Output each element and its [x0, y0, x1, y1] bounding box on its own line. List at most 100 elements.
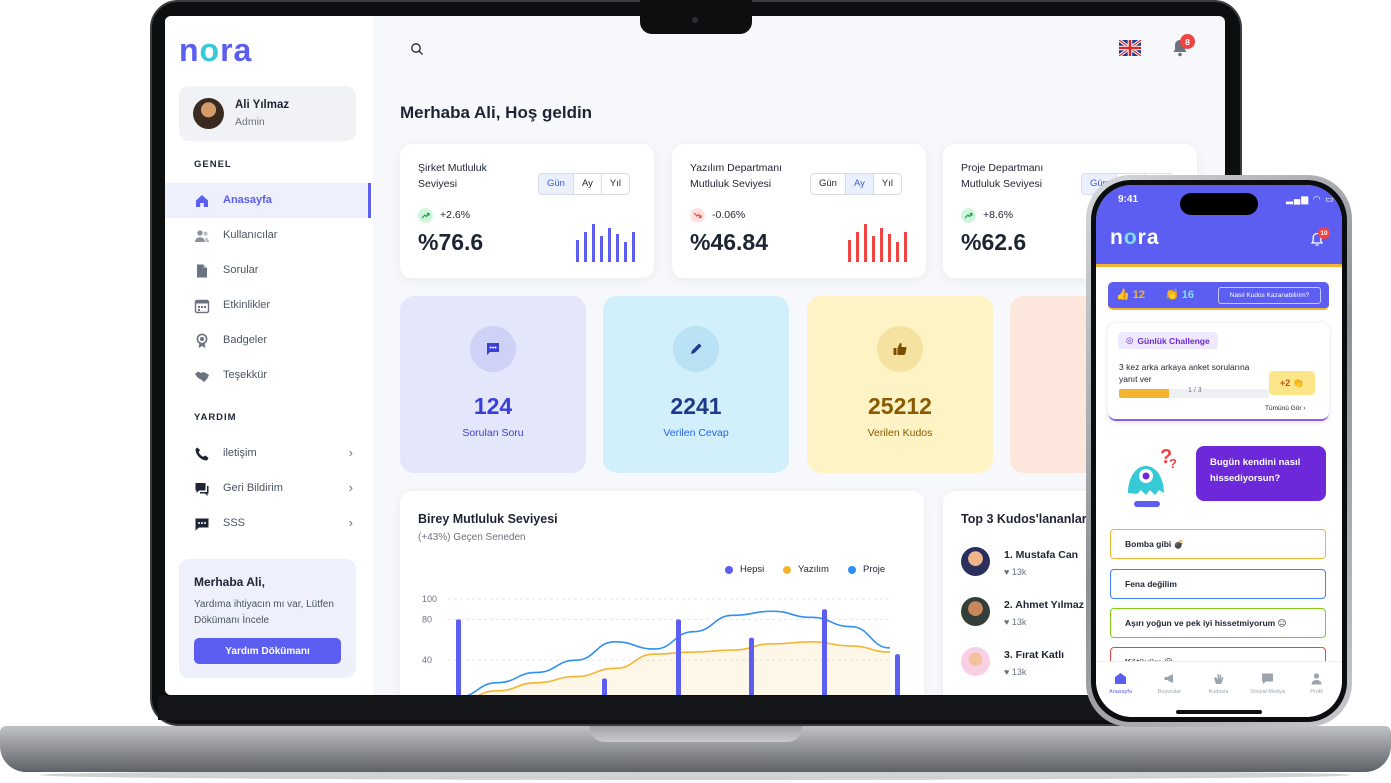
- stat-trend: +2.6%: [440, 209, 471, 221]
- kpi-card-answers[interactable]: 2241 Verilen Cevap: [603, 296, 789, 473]
- clap-icon: [1214, 674, 1224, 684]
- sidebar-item-label: Etkinlikler: [223, 299, 271, 311]
- y-tick-label: 40: [422, 655, 432, 665]
- bar-hepsi: [822, 609, 827, 695]
- pen-icon: [673, 326, 719, 372]
- avatar: [961, 647, 990, 676]
- stat-card-yazilim: Yazılım Departmanı Mutluluk Seviyesi Gün…: [672, 144, 926, 278]
- stat-title: Proje Departmanı Mutluluk Seviyesi: [961, 162, 1044, 190]
- top3-row[interactable]: 3. Fırat Katlı ♥ 13k: [961, 647, 1191, 687]
- stat-value: %62.6: [961, 229, 1027, 255]
- avatar: [961, 597, 990, 626]
- tab-anasayfa[interactable]: Anasayfa: [1096, 672, 1145, 695]
- mood-option[interactable]: Aşırı yoğun ve pek iyi hissetmiyorum 😑: [1110, 608, 1326, 638]
- svg-text:?: ?: [1160, 446, 1172, 468]
- mini-bar-chart: [848, 224, 907, 262]
- sidebar-item-anasayfa[interactable]: Anasayfa: [165, 183, 371, 218]
- top3-row[interactable]: 1. Mustafa Can ♥ 13k: [961, 547, 1191, 587]
- bar-hepsi: [676, 619, 681, 695]
- daily-challenge-card: ◎ Günlük Challenge 3 kez arka arkaya anke…: [1108, 323, 1329, 421]
- chevron-right-icon: ›: [348, 480, 353, 495]
- search-icon[interactable]: [410, 42, 424, 56]
- app-logo[interactable]: nora: [179, 32, 252, 69]
- phone-logo[interactable]: nora: [1110, 226, 1160, 250]
- top3-likes: ♥ 13k: [1004, 567, 1026, 577]
- heart-icon: ♥: [1004, 567, 1010, 577]
- challenge-text: 3 kez arka arkaya anket sorularına yanıt…: [1119, 362, 1250, 384]
- home-indicator: [1176, 710, 1262, 714]
- feedback-icon: [195, 483, 209, 496]
- mini-bar-chart: [576, 224, 635, 262]
- period-year[interactable]: Yıl: [881, 178, 893, 189]
- tab-sosyal-medya[interactable]: Sosyal Medya: [1243, 672, 1292, 695]
- likes-count: 13k: [1011, 617, 1027, 627]
- happiness-chart-card: Birey Mutluluk Seviyesi (+43%) Geçen Sen…: [400, 491, 924, 695]
- kudos-clap-value: 16: [1181, 289, 1195, 301]
- sidebar-item-kullanicilar[interactable]: Kullanıcılar: [165, 218, 371, 253]
- kpi-card-kudos[interactable]: 25212 Verilen Kudos: [807, 296, 993, 473]
- camera-icon: [692, 17, 698, 23]
- period-month[interactable]: Ay: [574, 174, 602, 194]
- section-title-genel: GENEL: [194, 159, 232, 170]
- tab-label: Profil: [1310, 689, 1323, 695]
- phone-time: 9:41: [1118, 194, 1139, 205]
- see-all-link[interactable]: Tümünü Gör ›: [1265, 405, 1305, 412]
- sidebar-item-tesekkur[interactable]: Teşekkür: [165, 358, 371, 393]
- home-icon: [196, 195, 208, 207]
- stat-trend: -0.06%: [712, 209, 746, 221]
- tab-buyurular[interactable]: Buyurular: [1145, 672, 1194, 695]
- page-title: Merhaba Ali, Hoş geldin: [400, 103, 593, 122]
- top3-row[interactable]: 2. Ahmet Yılmaz ♥ 13k: [961, 597, 1191, 637]
- mood-question-bubble: Bugün kendini nasıl hissediyorsun?: [1196, 446, 1326, 501]
- legend-proje[interactable]: Proje: [848, 564, 885, 575]
- kpi-card-questions[interactable]: 124 Sorulan Soru: [400, 296, 586, 473]
- top3-title: Top 3 Kudos'lananlar: [961, 512, 1087, 526]
- period-day[interactable]: Gün: [539, 174, 574, 194]
- sidebar-item-sss[interactable]: SSS ›: [165, 506, 371, 541]
- signal-wifi-battery-icon: ▂▄▆ ◠ ▭: [1286, 194, 1335, 204]
- sidebar-item-badgeler[interactable]: Badgeler: [165, 323, 371, 358]
- sidebar-item-etkinlikler[interactable]: Etkinlikler: [165, 288, 371, 323]
- tab-label: Sosyal Medya: [1250, 689, 1285, 695]
- trend-up-icon: [418, 208, 433, 223]
- sidebar-item-label: Teşekkür: [223, 369, 268, 381]
- uk-flag-icon[interactable]: [1119, 40, 1141, 56]
- clap-icon: 👏: [1165, 289, 1179, 301]
- top3-name: 2. Ahmet Yılmaz: [1004, 599, 1084, 611]
- sidebar-item-geri-bildirim[interactable]: Geri Bildirim ›: [165, 471, 371, 506]
- tab-kudosla[interactable]: Kudosla: [1194, 672, 1243, 695]
- help-document-button[interactable]: Yardım Dökümanı: [194, 638, 341, 664]
- legend-hepsi[interactable]: Hepsi: [725, 564, 764, 575]
- how-to-earn-kudos-button[interactable]: Nasıl Kudos Kazanabilirim?: [1218, 287, 1321, 304]
- top3-likes: ♥ 13k: [1004, 617, 1026, 627]
- legend-yazilim[interactable]: Yazılım: [783, 564, 829, 575]
- calendar-icon: [194, 299, 210, 314]
- laptop-screen: nora Ali Yılmaz Admin GENEL Anasayfa Kul…: [165, 16, 1225, 695]
- period-year[interactable]: Yıl: [609, 178, 621, 189]
- likes-count: 13k: [1011, 667, 1027, 677]
- stat-trend: +8.6%: [983, 209, 1014, 221]
- y-tick-label: 80: [422, 614, 432, 624]
- stat-card-sirket: Şirket Mutluluk Seviyesi Gün Ay Yıl +2.6% …: [400, 144, 654, 278]
- notification-badge: 10: [1318, 227, 1330, 239]
- user-card[interactable]: Ali Yılmaz Admin: [179, 86, 356, 141]
- period-month[interactable]: Ay: [845, 174, 874, 194]
- notification-badge: 8: [1180, 34, 1195, 49]
- bar-hepsi: [749, 637, 754, 695]
- users-icon: [195, 230, 209, 242]
- svg-text:?: ?: [1169, 456, 1177, 471]
- phone-icon: [195, 447, 209, 461]
- kpi-label: Sorulan Soru: [462, 427, 524, 439]
- mood-option[interactable]: Bomba gibi 💣: [1110, 529, 1326, 559]
- y-tick-label: 100: [422, 594, 437, 604]
- tab-label: Anasayfa: [1109, 689, 1132, 695]
- help-title: Merhaba Ali,: [194, 575, 265, 589]
- sidebar-item-iletisim[interactable]: iletişim ›: [165, 436, 371, 471]
- mood-option[interactable]: Fena değilim: [1110, 569, 1326, 599]
- sidebar-item-sorular[interactable]: Sorular: [165, 253, 371, 288]
- sidebar: nora Ali Yılmaz Admin GENEL Anasayfa Kul…: [165, 16, 373, 695]
- challenge-tag: ◎ Günlük Challenge: [1118, 332, 1218, 349]
- tab-profil[interactable]: Profil: [1292, 672, 1341, 695]
- period-day[interactable]: Gün: [811, 174, 846, 194]
